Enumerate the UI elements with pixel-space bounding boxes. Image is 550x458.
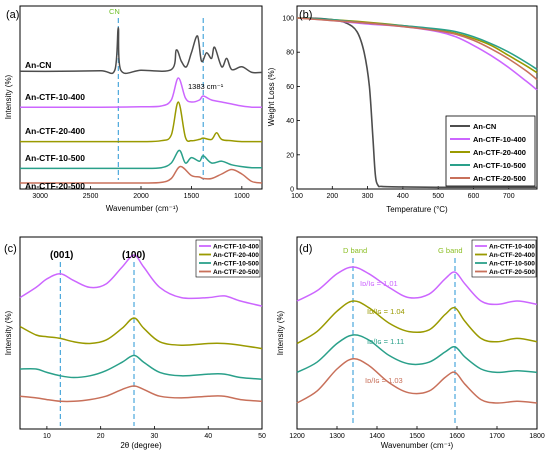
series-line-an-ctf-20-500: [20, 165, 263, 184]
panel-c-label: (c): [4, 243, 17, 255]
series-line-an-ctf-10-500: [19, 149, 263, 170]
y-tick-label: 0: [290, 187, 294, 194]
panel-d-label: (d): [299, 243, 312, 255]
panel-b-label: (b): [299, 9, 312, 21]
y-tick-label: 40: [286, 118, 294, 125]
series-line-an-ctf-10-500: [296, 334, 538, 374]
x-tick-label: 1700: [489, 433, 505, 440]
x-tick-label: 400: [397, 193, 409, 200]
label-an-cn: An-CN: [25, 60, 51, 70]
series-line-an-ctf-20-500: [296, 17, 538, 81]
series-line-an-ctf-10-500: [19, 354, 263, 380]
panel-d-xlabel: Wavenumber (cm⁻¹): [381, 441, 454, 450]
x-tick-label: 1200: [289, 433, 305, 440]
panel-d-ylabel: Intensity (%): [276, 310, 285, 355]
annotation-1383: 1383 cm⁻¹: [188, 82, 224, 91]
series-line-an-ctf-20-500: [296, 358, 538, 404]
panel-c-xlabel: 2θ (degree): [120, 441, 162, 450]
panel-c-ylabel: Intensity (%): [4, 310, 13, 355]
ratio-20-500: Iᴅ/Iɢ = 1.03: [365, 376, 403, 385]
legend-label-an-ctf-10-400: An-CTF-10-400: [473, 135, 526, 144]
x-tick-label: 1500: [409, 433, 425, 440]
x-tick-label: 20: [97, 433, 105, 440]
annotation-cn: CN: [109, 7, 120, 16]
ratio-10-400: Iᴅ/Iɢ = 1.01: [360, 279, 398, 288]
x-tick-label: 40: [204, 433, 212, 440]
legend-label-an-ctf-20-500: An-CTF-20-500: [213, 269, 259, 276]
x-tick-label: 300: [362, 193, 374, 200]
x-tick-label: 100: [291, 193, 303, 200]
legend-label-an-ctf-10-500: An-CTF-10-500: [473, 161, 526, 170]
ratio-20-400: Iᴅ/Iɢ = 1.04: [367, 307, 405, 316]
annotation-100: (100): [122, 250, 145, 261]
series-line-an-ctf-10-400: [296, 266, 538, 306]
panel-b: 100 200 300 400 500 600 700 0 20 40 60 80 100 (b) Te…: [267, 5, 538, 214]
panel-b-frame: [296, 5, 538, 190]
annotation-001: (001): [50, 250, 73, 261]
legend-label-an-ctf-20-400: An-CTF-20-400: [213, 252, 259, 259]
label-an-ctf-20-500: An-CTF-20-500: [25, 181, 85, 191]
y-tick-label: 80: [286, 50, 294, 57]
x-tick-label: 1500: [184, 193, 200, 200]
legend-label-an-ctf-20-400: An-CTF-20-400: [489, 252, 535, 259]
panel-a-ylabel: Intensity (%): [4, 74, 13, 119]
panel-c: 10 20 30 40 50 (c) (001) (100) An-CTF-10-400…: [4, 236, 266, 450]
panel-b-ylabel: Weight Loss (%): [267, 67, 276, 126]
x-tick-label: 700: [503, 193, 515, 200]
x-tick-label: 600: [468, 193, 480, 200]
series-line-an-ctf-10-400: [19, 77, 263, 109]
annotation-g-band: G band: [438, 246, 463, 255]
series-line-an-ctf-10-400: [19, 254, 263, 307]
x-tick-label: 500: [432, 193, 444, 200]
series-line-an-ctf-20-500: [19, 385, 263, 403]
x-tick-label: 10: [43, 433, 51, 440]
x-tick-label: 2000: [133, 193, 149, 200]
label-an-ctf-20-400: An-CTF-20-400: [25, 126, 85, 136]
x-tick-label: 50: [258, 433, 266, 440]
y-tick-label: 60: [286, 84, 294, 91]
x-tick-label: 1800: [529, 433, 545, 440]
panel-b-xlabel: Temperature (°C): [386, 205, 448, 214]
y-tick-label: 100: [282, 16, 294, 23]
x-tick-label: 3000: [32, 193, 48, 200]
legend-label-an-ctf-10-400: An-CTF-10-400: [489, 243, 535, 250]
panel-d: 1200 1300 1400 1500 1600 1700 1800 (d) D band …: [276, 236, 545, 450]
ratio-10-500: Iᴅ/Iɢ = 1.11: [367, 337, 404, 346]
x-tick-label: 30: [151, 433, 159, 440]
x-tick-label: 1600: [449, 433, 465, 440]
annotation-d-band: D band: [343, 246, 367, 255]
legend-label-an-ctf-10-500: An-CTF-10-500: [213, 260, 259, 267]
legend-label-an-cn: An-CN: [473, 122, 496, 131]
panel-a-label: (a): [6, 9, 19, 21]
x-tick-label: 1000: [234, 193, 250, 200]
legend-label-an-ctf-10-500: An-CTF-10-500: [489, 260, 535, 267]
legend-label-an-ctf-20-500: An-CTF-20-500: [473, 174, 526, 183]
series-line-an-ctf-20-400: [19, 101, 262, 143]
panel-c-frame: [19, 236, 263, 430]
x-tick-label: 200: [326, 193, 338, 200]
legend-label-an-ctf-20-500: An-CTF-20-500: [489, 269, 535, 276]
series-line-an-ctf-20-400: [19, 317, 263, 350]
label-an-ctf-10-400: An-CTF-10-400: [25, 92, 85, 102]
legend-label-an-ctf-10-400: An-CTF-10-400: [213, 243, 259, 250]
series-line-an-cn: [19, 26, 263, 75]
legend-label-an-ctf-20-400: An-CTF-20-400: [473, 148, 526, 157]
x-tick-label: 1300: [329, 433, 345, 440]
x-tick-label: 2500: [83, 193, 99, 200]
y-tick-label: 20: [286, 152, 294, 159]
panel-a: 3000 2500 2000 1500 1000 (a) CN 1383 cm⁻¹ An…: [4, 5, 263, 213]
x-tick-label: 1400: [369, 433, 385, 440]
panel-a-xlabel: Wavenumber (cm⁻¹): [106, 204, 179, 213]
series-line-an-ctf-20-400: [296, 300, 538, 345]
label-an-ctf-10-500: An-CTF-10-500: [25, 153, 85, 163]
panel-b-legend: An-CN An-CTF-10-400 An-CTF-20-400 An-CTF-10…: [445, 115, 536, 187]
